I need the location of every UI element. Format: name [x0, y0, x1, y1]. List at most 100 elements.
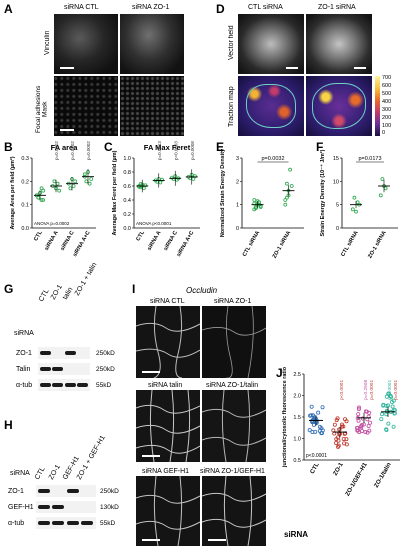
occludin-zo1-gefh1-image [202, 476, 266, 546]
data-point [383, 186, 388, 191]
anova-label: ANOVA p<0.0001 [136, 221, 172, 226]
p-value-label: p=0.0002 [86, 141, 91, 160]
p-value-label: p=0.0102 [70, 141, 75, 160]
y-tick-label: 0.0 [21, 226, 29, 232]
p-value-label: p=0.0001 [393, 380, 399, 400]
colorbar-tick: 0 [382, 130, 386, 136]
y-tick-label: 3 [236, 156, 239, 162]
mask-zo1-image [120, 76, 184, 136]
panel-d-row2: Traction map [228, 86, 235, 128]
occludin-gefh1-image [136, 476, 200, 546]
p-value-label: p<0.0001 [387, 380, 393, 400]
panel-label-j: J [276, 366, 283, 380]
y-tick-label: 0.2 [21, 179, 29, 185]
data-point [386, 421, 391, 426]
y-axis-label: Average Area per field (µm²) [9, 156, 16, 229]
data-point [319, 431, 324, 436]
data-point [391, 424, 396, 429]
data-point [384, 428, 389, 433]
data-point [39, 186, 44, 191]
data-point [285, 181, 289, 186]
data-point [41, 198, 46, 202]
y-axis-label: Normalized Strain Energy Density [220, 148, 226, 237]
data-point [386, 391, 391, 396]
panel-label-a: A [4, 2, 13, 16]
y-tick-label: 0.3 [21, 156, 29, 162]
panel-i-title: Occludin [186, 286, 218, 295]
chart-f: 15 10 5 0 Strain Energy Density (10⁻⁴ J/m²) C… [319, 149, 398, 259]
data-point [357, 405, 362, 410]
x-tick-label: CTL siRNA [242, 230, 262, 258]
chart-b: FA area 0.3 0.2 0.1 0.0 Average Area per fiel… [9, 141, 96, 258]
data-point [360, 416, 365, 421]
y-tick-label: 15 [333, 156, 339, 162]
data-point [360, 422, 365, 427]
blot-g-lane: ZO-1 [49, 283, 64, 301]
occludin-label: siRNA talin [148, 382, 183, 389]
y-tick-label: 1.5 [293, 415, 301, 421]
panel-label-h: H [4, 418, 13, 432]
data-point [356, 407, 361, 412]
occludin-talin-image [136, 390, 200, 462]
data-point [350, 207, 355, 212]
data-point [368, 420, 373, 425]
y-tick-label: 0 [336, 226, 339, 232]
chart-title: FA Max Feret [144, 143, 191, 152]
blot-h-row: α-tub [8, 520, 25, 527]
data-point [89, 177, 94, 181]
vinculin-ctl-image [54, 14, 118, 74]
blot-g-lane: CTL [37, 288, 51, 303]
data-point [84, 179, 89, 184]
data-point [283, 202, 288, 207]
p-value-label: p=0.2508 [363, 380, 369, 400]
y-tick-label: 1.0 [123, 156, 131, 162]
data-point [288, 167, 292, 172]
x-tick-label: CTL [310, 462, 321, 475]
blot-h-kd: 130kD [100, 504, 119, 511]
blot-g-row: ZO-1 [16, 350, 32, 357]
data-point [311, 422, 316, 427]
x-tick-label: ZO-1 siRNA [367, 230, 387, 259]
data-point [390, 404, 395, 409]
panel-a-row1: Vinculin [44, 30, 51, 56]
occludin-label: siRNA ZO-1 [214, 298, 252, 305]
blot-g-lane: talin [61, 286, 75, 301]
panel-label-i: I [132, 282, 136, 296]
y-tick-label: 2.5 [293, 372, 301, 378]
data-point [160, 177, 164, 182]
x-tick-label: CTL [33, 229, 44, 242]
blot-h-lane: CTL [33, 466, 47, 481]
blot-h-tubulin [36, 517, 96, 529]
y-tick-label: 0 [236, 226, 239, 232]
y-tick-label: 0.5 [293, 458, 301, 464]
data-point [367, 411, 372, 416]
traction-colorbar [375, 76, 380, 136]
x-tick-label: ZO-1 [333, 461, 345, 476]
occludin-label: siRNA ZO-1/GEF-H1 [200, 468, 265, 475]
blot-g-kd: 250kD [96, 350, 115, 357]
data-point [354, 209, 358, 214]
data-point [389, 400, 394, 405]
data-point [352, 195, 357, 200]
blot-g-row: α-tub [16, 382, 33, 389]
traction-map-ctl-image [238, 76, 304, 136]
vector-field-zo1-image [306, 14, 372, 74]
panel-label-d: D [216, 2, 225, 16]
x-tick-label: siRNA A [146, 230, 162, 252]
y-axis-label: junctional/cytosolic fluorescence ratio [282, 366, 288, 468]
panel-a-col2: siRNA ZO-1 [132, 4, 170, 11]
p-value-label: p=0.0173 [358, 156, 381, 162]
data-point [309, 404, 314, 409]
y-tick-label: 0.8 [123, 170, 131, 176]
y-tick-label: 10 [333, 179, 339, 185]
blot-g-zo1 [38, 347, 90, 359]
colorbar-tick: 700 [382, 75, 392, 81]
data-point [319, 426, 324, 431]
data-point [341, 436, 346, 441]
panel-d-col2: ZO-1 siRNA [318, 4, 356, 11]
data-point [289, 184, 294, 188]
blot-h-sirna: siRNA [10, 470, 30, 477]
data-point [68, 186, 73, 191]
panel-label-f: F [316, 140, 324, 154]
data-point [355, 428, 360, 433]
